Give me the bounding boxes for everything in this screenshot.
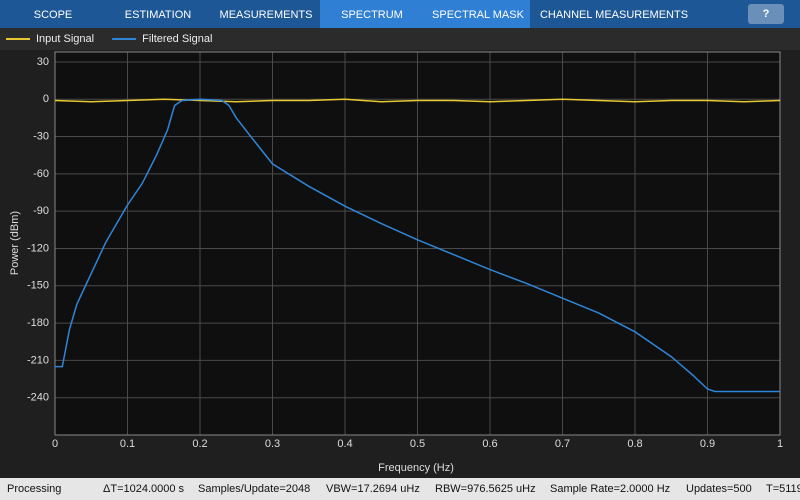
- status-bar: [0, 478, 800, 500]
- active-tab: [320, 0, 530, 28]
- series-line: [55, 98, 780, 393]
- help-button[interactable]: [748, 4, 784, 24]
- toolbar-tab[interactable]: SPECTRAL MASK: [432, 9, 525, 21]
- legend-bar: [0, 28, 800, 50]
- toolbar-tab[interactable]: SPECTRUM: [341, 9, 403, 21]
- y-tick-label: -120: [27, 242, 49, 254]
- status-info: RBW=976.5625 uHz: [435, 483, 536, 495]
- toolbar-tab[interactable]: ESTIMATION: [125, 9, 191, 21]
- y-tick-label: -210: [27, 354, 49, 366]
- status-info: Sample Rate=2.0000 Hz: [550, 483, 670, 495]
- status-info: ΔT=1024.0000 s: [103, 483, 185, 495]
- legend-entry[interactable]: Filtered Signal: [142, 33, 212, 45]
- status-info: Updates=500: [686, 483, 752, 495]
- y-tick-label: 30: [37, 56, 49, 68]
- help-icon[interactable]: ?: [763, 8, 770, 20]
- x-tick-label: 0.1: [120, 438, 135, 450]
- y-tick-label: -90: [33, 205, 49, 217]
- x-tick-label: 0.3: [265, 438, 280, 450]
- x-tick-label: 0.9: [700, 438, 715, 450]
- y-tick-label: -180: [27, 317, 49, 329]
- x-tick-label: 0.6: [482, 438, 497, 450]
- y-tick-label: -60: [33, 168, 49, 180]
- status-info: VBW=17.2694 uHz: [326, 483, 420, 495]
- x-tick-label: 1: [777, 438, 783, 450]
- legend-entry[interactable]: Input Signal: [36, 33, 94, 45]
- y-tick-label: -150: [27, 280, 49, 292]
- axes-frame: [54, 51, 781, 436]
- x-tick-label: 0.4: [337, 438, 352, 450]
- x-tick-label: 0: [52, 438, 58, 450]
- y-tick-label: -240: [27, 392, 49, 404]
- y-tick-label: 0: [43, 93, 49, 105]
- x-tick-label: 0.7: [555, 438, 570, 450]
- toolbar-tab[interactable]: SCOPE: [34, 9, 73, 21]
- toolbar-tab[interactable]: CHANNEL MEASUREMENTS: [540, 9, 688, 21]
- status-state: Processing: [7, 483, 61, 495]
- series-line: [54, 98, 781, 103]
- status-info: Samples/Update=2048: [198, 483, 310, 495]
- y-tick-label: -30: [33, 130, 49, 142]
- status-info: T=5119: [766, 483, 800, 495]
- x-tick-label: 0.5: [410, 438, 425, 450]
- x-tick-label: 0.2: [192, 438, 207, 450]
- y-axis-label: Power (dBm): [9, 211, 21, 275]
- x-tick-label: 0.8: [627, 438, 642, 450]
- toolbar-tab[interactable]: MEASUREMENTS: [220, 9, 313, 21]
- x-axis-label: Frequency (Hz): [378, 462, 454, 474]
